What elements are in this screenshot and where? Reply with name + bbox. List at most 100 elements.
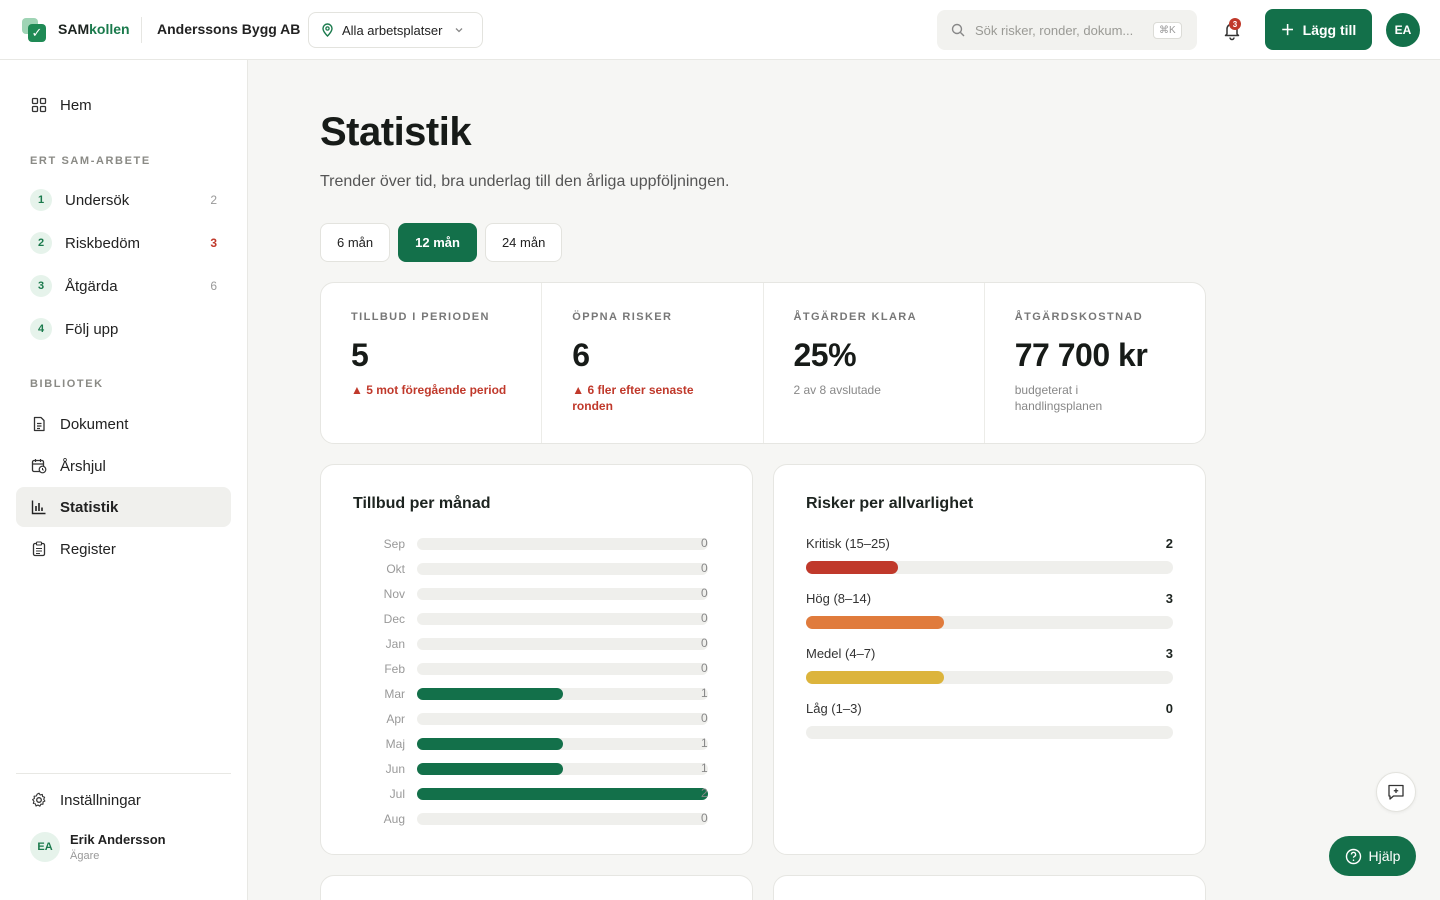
- bar-track: [417, 638, 708, 650]
- month-label: Jan: [385, 637, 405, 651]
- month-label: Aug: [383, 812, 405, 826]
- severity-bar: [806, 671, 944, 684]
- bar-value-label: 1: [701, 761, 708, 775]
- workplace-label: Alla arbetsplatser: [342, 22, 443, 38]
- chart-row-nov: Nov: [353, 587, 713, 601]
- sidebar-item-label: Hem: [60, 96, 92, 114]
- sidebar-step-atgarda[interactable]: 3 Åtgärda 6: [16, 266, 231, 306]
- step-label: Undersök: [65, 191, 130, 209]
- page-subtitle: Trender över tid, bra underlag till den …: [320, 173, 730, 190]
- workplace-selector[interactable]: Alla arbetsplatser: [308, 12, 483, 48]
- sidebar-item-dokument[interactable]: Dokument: [16, 404, 231, 444]
- sidebar-item-settings[interactable]: Inställningar: [16, 780, 231, 820]
- chart-row-maj: Maj: [353, 737, 713, 751]
- step-label: Riskbedöm: [65, 234, 141, 252]
- clipboard-icon: [30, 540, 48, 558]
- bar-track: [417, 763, 708, 775]
- kpi-card: TILLBUD I PERIODEN 5 ▲ 5 mot föregående …: [320, 282, 1206, 444]
- range-tab-24[interactable]: 24 mån: [484, 223, 563, 262]
- logo-icon[interactable]: ✓: [22, 18, 46, 42]
- bar-value-label: 0: [701, 711, 708, 725]
- kpi-open-risks: ÖPPNA RISKER 6 ▲ 6 fler efter senaste ro…: [542, 283, 764, 443]
- search-box[interactable]: ⌘K: [937, 10, 1197, 50]
- range-tab-6[interactable]: 6 mån: [320, 223, 391, 262]
- severity-bar: [806, 561, 898, 574]
- incidents-panel: Tillbud per månad Sep 0 Okt 0 Nov 0 Dec 0 Jan 0 Fe…: [320, 464, 753, 855]
- chart-row-jan: Jan: [353, 637, 713, 651]
- month-label: Jul: [389, 787, 405, 801]
- sidebar-item-arshjul[interactable]: Årshjul: [16, 446, 231, 486]
- location-pin-icon: [322, 23, 333, 37]
- user-profile[interactable]: EA Erik Andersson Ägare: [30, 832, 166, 862]
- chart-row-aug: Aug: [353, 812, 713, 826]
- bar-track: [417, 538, 708, 550]
- sidebar-item-home[interactable]: Hem: [16, 85, 231, 125]
- bar-track: [417, 688, 708, 700]
- kpi-label: ÖPPNA RISKER: [572, 311, 673, 323]
- brand-name[interactable]: SAMkollen: [58, 21, 130, 37]
- bar-track: [417, 663, 708, 675]
- sidebar-item-label: Dokument: [60, 415, 129, 433]
- document-icon: [30, 415, 48, 433]
- month-label: Jun: [385, 762, 405, 776]
- severity-count: 2: [1165, 536, 1173, 551]
- month-label: Apr: [386, 712, 405, 726]
- month-label: Nov: [383, 587, 405, 601]
- gear-icon: [30, 791, 48, 809]
- help-label: Hjälp: [1368, 848, 1401, 864]
- company-name: Anderssons Bygg AB: [157, 21, 301, 37]
- bar-value-label: 2: [701, 786, 708, 800]
- severity-bar: [806, 616, 944, 629]
- sidebar-step-riskbedom[interactable]: 2 Riskbedöm 3: [16, 223, 231, 263]
- sidebar-item-label: Årshjul: [60, 457, 106, 475]
- message-plus-icon: [1388, 784, 1404, 800]
- range-tabs: 6 mån 12 mån 24 mån: [320, 223, 563, 262]
- bar-jun: [417, 763, 563, 775]
- panel-title: Risker per allvarlighet: [806, 495, 974, 512]
- sidebar-step-undersok[interactable]: 1 Undersök 2: [16, 180, 231, 220]
- kpi-incidents: TILLBUD I PERIODEN 5 ▲ 5 mot föregående …: [321, 283, 543, 443]
- severity-row: Kritisk (15–25) 2: [806, 536, 1173, 574]
- question-circle-icon: [1345, 848, 1361, 864]
- bar-track: [806, 671, 1173, 684]
- step-number: 3: [30, 275, 52, 297]
- kpi-note: 2 av 8 avslutade: [793, 383, 881, 397]
- bar-track: [806, 561, 1173, 574]
- sidebar-item-label: Statistik: [60, 498, 119, 516]
- help-button[interactable]: Hjälp: [1329, 836, 1416, 876]
- plus-icon: ＋: [1280, 21, 1295, 38]
- bar-track: [417, 563, 708, 575]
- add-button[interactable]: ＋ Lägg till: [1265, 9, 1372, 50]
- feedback-button[interactable]: [1376, 772, 1416, 812]
- search-input[interactable]: [975, 22, 1143, 38]
- section-label-library: BIBLIOTEK: [30, 378, 104, 390]
- sidebar-item-statistik[interactable]: Statistik: [16, 487, 231, 527]
- header-divider: [141, 17, 142, 43]
- severity-count: 3: [1165, 646, 1173, 661]
- sidebar-divider: [16, 773, 231, 774]
- severity-row: Hög (8–14) 3: [806, 591, 1173, 629]
- bar-chart-icon: [30, 498, 48, 516]
- kpi-value: 5: [351, 337, 369, 373]
- chevron-down-icon: [455, 28, 463, 33]
- grid-icon: [30, 96, 48, 114]
- month-label: Dec: [383, 612, 405, 626]
- search-shortcut-hint: ⌘K: [1153, 21, 1182, 39]
- user-role: Ägare: [70, 850, 100, 862]
- step-number: 1: [30, 189, 52, 211]
- chart-row-jul: Jul: [353, 787, 713, 801]
- severity-label: Låg (1–3): [806, 701, 862, 716]
- bar-value-label: 0: [701, 536, 708, 550]
- add-button-label: Lägg till: [1302, 21, 1357, 38]
- month-label: Sep: [383, 537, 405, 551]
- bar-mar: [417, 688, 563, 700]
- calendar-clock-icon: [30, 457, 48, 475]
- sidebar-step-folj-upp[interactable]: 4 Följ upp: [16, 309, 231, 349]
- bar-value-label: 0: [701, 611, 708, 625]
- sidebar: Hem ERT SAM-ARBETE 1 Undersök 2 2 Riskbe…: [0, 60, 248, 900]
- user-avatar[interactable]: EA: [1386, 13, 1420, 47]
- bar-track: [417, 613, 708, 625]
- page-title: Statistik: [320, 110, 472, 154]
- range-tab-12[interactable]: 12 mån: [398, 223, 477, 262]
- sidebar-item-register[interactable]: Register: [16, 529, 231, 569]
